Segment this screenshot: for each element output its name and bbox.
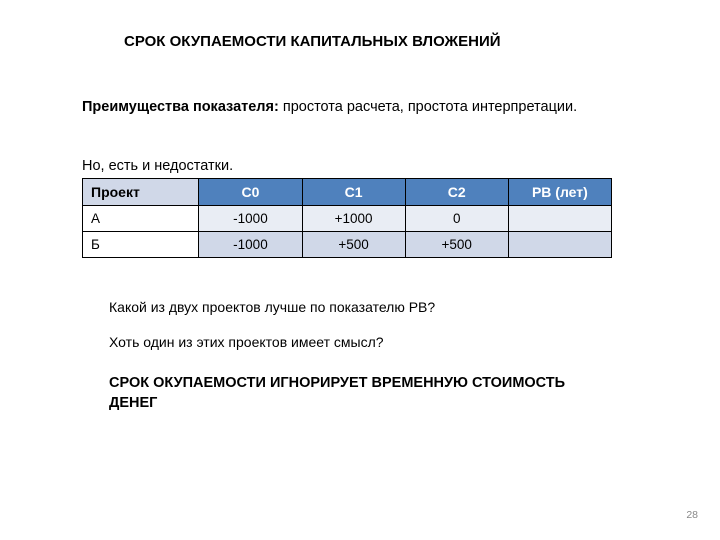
table-header-row: Проект C0 C1 C2 PB (лет): [83, 179, 612, 206]
question-1: Какой из двух проектов лучше по показате…: [109, 298, 435, 316]
conclusion-text: СРОК ОКУПАЕМОСТИ ИГНОРИРУЕТ ВРЕМЕННУЮ СТ…: [109, 374, 589, 413]
page-number: 28: [686, 509, 698, 521]
table-cell: [508, 232, 611, 258]
table-cell: +1000: [302, 206, 405, 232]
table-row: Б -1000 +500 +500: [83, 232, 612, 258]
table-header-cell: C0: [199, 179, 302, 206]
projects-table-wrap: Проект C0 C1 C2 PB (лет) А -1000 +1000 0…: [82, 178, 612, 258]
table-cell: -1000: [199, 206, 302, 232]
table-header-cell: Проект: [83, 179, 199, 206]
table-cell: -1000: [199, 232, 302, 258]
table-cell: [508, 206, 611, 232]
table-header-cell: C1: [302, 179, 405, 206]
table-header-cell: C2: [405, 179, 508, 206]
table-cell: А: [83, 206, 199, 232]
table-cell: +500: [302, 232, 405, 258]
table-cell: Б: [83, 232, 199, 258]
table-row: А -1000 +1000 0: [83, 206, 612, 232]
disadvantages-text: Но, есть и недостатки.: [82, 158, 233, 174]
table-cell: +500: [405, 232, 508, 258]
table-cell: 0: [405, 206, 508, 232]
advantages-paragraph: Преимущества показателя: простота расчет…: [82, 98, 577, 118]
advantages-text: простота расчета, простота интерпретации…: [279, 99, 577, 115]
question-2: Хоть один из этих проектов имеет смысл?: [109, 333, 384, 351]
table-header-cell: PB (лет): [508, 179, 611, 206]
projects-table: Проект C0 C1 C2 PB (лет) А -1000 +1000 0…: [82, 178, 612, 258]
slide-title: СРОК ОКУПАЕМОСТИ КАПИТАЛЬНЫХ ВЛОЖЕНИЙ: [124, 32, 501, 52]
advantages-label: Преимущества показателя:: [82, 99, 279, 115]
